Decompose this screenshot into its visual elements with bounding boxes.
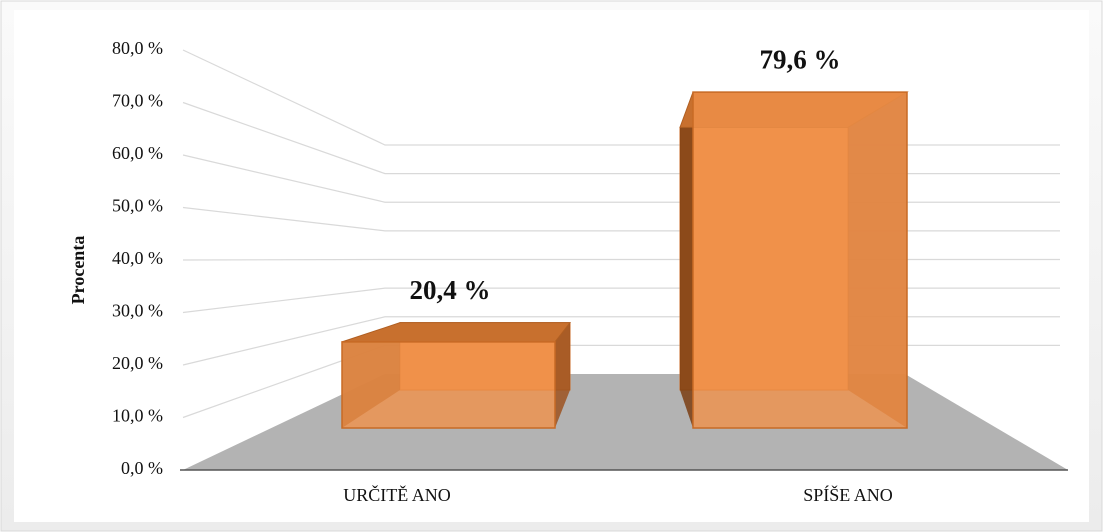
y-tick-label: 20,0 % — [112, 353, 163, 373]
bar-side — [680, 92, 693, 428]
grid-line — [182, 258, 1060, 261]
y-axis-label: Procenta — [68, 236, 88, 305]
y-tick-label: 80,0 % — [112, 38, 163, 58]
x-tick-label: URČITĚ ANO — [343, 484, 451, 505]
bar-front — [341, 341, 556, 429]
y-tick-label: 10,0 % — [112, 406, 163, 426]
y-tick-label: 40,0 % — [112, 248, 163, 268]
bar — [341, 322, 572, 429]
bar — [679, 91, 909, 429]
data-label: 20,4 % — [410, 275, 491, 305]
data-label: 79,6 % — [760, 44, 841, 74]
y-tick-label: 50,0 % — [112, 196, 163, 216]
bar-front — [692, 91, 908, 429]
y-tick-label: 30,0 % — [112, 301, 163, 321]
x-tick-label: SPÍŠE ANO — [803, 484, 893, 505]
y-tick-label: 0,0 % — [121, 458, 163, 478]
y-tick-label: 70,0 % — [112, 91, 163, 111]
y-tick-label: 60,0 % — [112, 143, 163, 163]
bar-side — [555, 322, 570, 428]
